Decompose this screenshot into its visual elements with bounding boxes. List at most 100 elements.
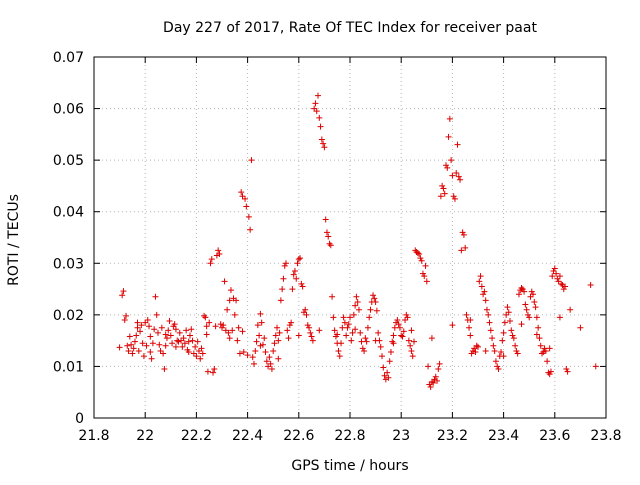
data-point	[257, 342, 264, 349]
data-point	[211, 366, 218, 373]
data-point	[350, 311, 357, 318]
y-tick-label: 0.01	[53, 359, 84, 375]
data-point	[281, 262, 288, 269]
data-point	[327, 242, 334, 249]
data-point	[395, 321, 402, 328]
data-point	[476, 278, 483, 285]
data-point	[446, 115, 453, 122]
data-point	[162, 331, 169, 338]
data-point	[478, 283, 485, 290]
data-point	[152, 293, 159, 300]
data-point	[564, 368, 571, 375]
data-point	[229, 327, 236, 334]
data-point	[448, 157, 455, 164]
data-point	[167, 332, 174, 339]
data-point	[257, 310, 264, 317]
data-point	[364, 324, 371, 331]
x-tick-label: 23.4	[488, 428, 519, 444]
data-point	[124, 342, 131, 349]
data-point	[549, 273, 556, 280]
data-point	[120, 288, 127, 295]
data-point	[345, 321, 352, 328]
data-point	[227, 287, 234, 294]
data-point	[247, 226, 254, 233]
data-point	[532, 304, 539, 311]
data-point	[445, 133, 452, 140]
data-point	[300, 309, 307, 316]
data-point	[215, 247, 222, 254]
data-point	[272, 332, 279, 339]
data-point	[139, 340, 146, 347]
data-point	[206, 319, 213, 326]
data-point	[149, 340, 156, 347]
data-point	[321, 144, 328, 151]
data-point	[359, 345, 366, 352]
data-point	[283, 260, 289, 267]
data-point	[199, 350, 206, 357]
data-point	[284, 327, 291, 334]
data-point	[513, 347, 520, 354]
data-point	[480, 291, 487, 298]
data-point	[313, 108, 320, 115]
data-point	[546, 371, 553, 378]
data-point	[317, 123, 324, 130]
data-point	[510, 335, 517, 342]
data-point	[133, 332, 140, 339]
data-point	[531, 298, 538, 305]
data-point	[451, 195, 458, 202]
data-point	[238, 189, 245, 196]
data-point	[567, 306, 574, 313]
data-point	[437, 193, 444, 200]
data-point	[175, 338, 182, 345]
data-point	[298, 280, 305, 287]
data-point	[373, 307, 380, 314]
data-point	[194, 338, 201, 345]
data-point	[144, 317, 151, 324]
data-point	[434, 377, 441, 384]
data-point	[482, 347, 489, 354]
data-point	[231, 311, 238, 318]
data-point	[381, 372, 388, 379]
data-point	[307, 329, 314, 336]
data-point	[353, 293, 360, 300]
data-point	[239, 193, 246, 200]
data-point	[500, 353, 507, 360]
data-point	[398, 332, 405, 339]
data-point	[268, 366, 275, 373]
y-tick-label: 0.02	[53, 308, 84, 324]
data-point	[263, 358, 270, 365]
data-point	[515, 291, 522, 298]
data-point	[240, 348, 247, 355]
data-point	[185, 348, 192, 355]
data-point	[138, 322, 145, 329]
data-point	[471, 345, 478, 352]
data-point	[253, 338, 260, 345]
data-point	[235, 324, 242, 331]
data-point	[357, 329, 364, 336]
data-point	[521, 288, 528, 295]
data-point	[148, 355, 155, 362]
data-point	[417, 255, 424, 262]
data-point	[308, 333, 315, 340]
data-point	[128, 341, 135, 348]
data-point	[444, 164, 451, 171]
data-point	[130, 345, 137, 352]
data-point	[403, 311, 410, 318]
y-axis-label: ROTI / TECUs	[6, 194, 22, 286]
data-point	[550, 268, 557, 275]
data-point	[363, 338, 370, 345]
data-point	[540, 348, 547, 355]
data-point	[142, 319, 149, 326]
data-point	[453, 170, 460, 177]
data-point	[129, 350, 136, 357]
data-point	[171, 321, 178, 328]
data-point	[286, 322, 293, 329]
data-point	[518, 321, 525, 328]
data-point	[455, 173, 462, 180]
y-tick-label: 0	[75, 411, 84, 427]
data-point	[389, 338, 396, 345]
data-point	[274, 324, 281, 331]
data-point	[309, 337, 316, 344]
data-point	[275, 355, 282, 362]
data-point	[409, 353, 416, 360]
